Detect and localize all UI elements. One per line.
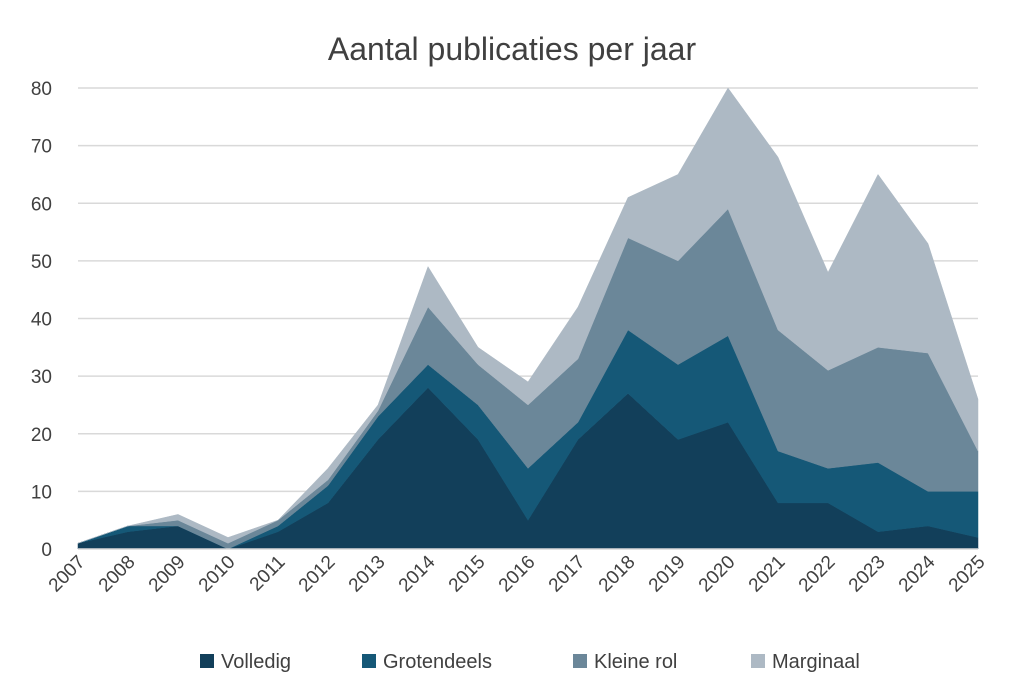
- legend-swatch: [200, 654, 214, 668]
- x-tick-label: 2015: [445, 552, 490, 597]
- y-tick-label: 20: [31, 425, 52, 446]
- y-axis: 0 10 20 30 40 50 60 70 80: [31, 79, 52, 561]
- gridlines: [78, 87, 978, 493]
- x-tick-label: 2020: [695, 552, 740, 597]
- legend-label: Volledig: [221, 651, 291, 673]
- y-tick-label: 0: [41, 540, 52, 561]
- x-tick-label: 2017: [545, 552, 590, 597]
- x-tick-label: 2021: [745, 552, 790, 597]
- x-tick-label: 2008: [95, 552, 140, 597]
- x-tick-label: 2018: [595, 552, 640, 597]
- y-tick-label: 30: [31, 367, 52, 388]
- x-tick-label: 2011: [246, 552, 290, 596]
- x-tick-label: 2014: [395, 551, 440, 596]
- x-tick-label: 2010: [195, 552, 240, 597]
- y-tick-label: 10: [31, 482, 52, 503]
- x-tick-label: 2022: [795, 552, 840, 597]
- x-tick-label: 2025: [945, 552, 990, 597]
- x-tick-label: 2013: [345, 552, 390, 597]
- y-tick-label: 70: [31, 137, 52, 158]
- legend-label: Marginaal: [772, 651, 860, 673]
- x-axis: 2007 2008 2009 2010 2011 2012 2013 2014 2015 2016…: [45, 548, 990, 597]
- legend-swatch: [362, 654, 376, 668]
- x-tick-label: 2023: [845, 552, 890, 597]
- x-tick-label: 2024: [895, 551, 940, 596]
- legend-item: Grotendeels: [362, 651, 492, 673]
- y-tick-label: 60: [31, 194, 52, 215]
- x-tick-label: 2012: [295, 552, 340, 597]
- legend-swatch: [751, 654, 765, 668]
- legend: Volledig Grotendeels Kleine rol Marginaal: [200, 651, 860, 673]
- area-series-marginaal: [77, 87, 979, 544]
- x-tick-label: 2019: [645, 552, 690, 597]
- x-tick-label: 2009: [145, 552, 190, 597]
- y-tick-label: 80: [31, 79, 52, 100]
- stacked-areas: [77, 87, 979, 550]
- legend-item: Marginaal: [751, 651, 860, 673]
- x-tick-label: 2016: [495, 552, 540, 597]
- chart-title: Aantal publicaties per jaar: [328, 31, 697, 67]
- y-tick-label: 40: [31, 310, 52, 331]
- legend-label: Grotendeels: [383, 651, 492, 673]
- legend-label: Kleine rol: [594, 651, 677, 673]
- legend-item: Kleine rol: [573, 651, 677, 673]
- legend-item: Volledig: [200, 651, 291, 673]
- y-tick-label: 50: [31, 252, 52, 273]
- legend-swatch: [573, 654, 587, 668]
